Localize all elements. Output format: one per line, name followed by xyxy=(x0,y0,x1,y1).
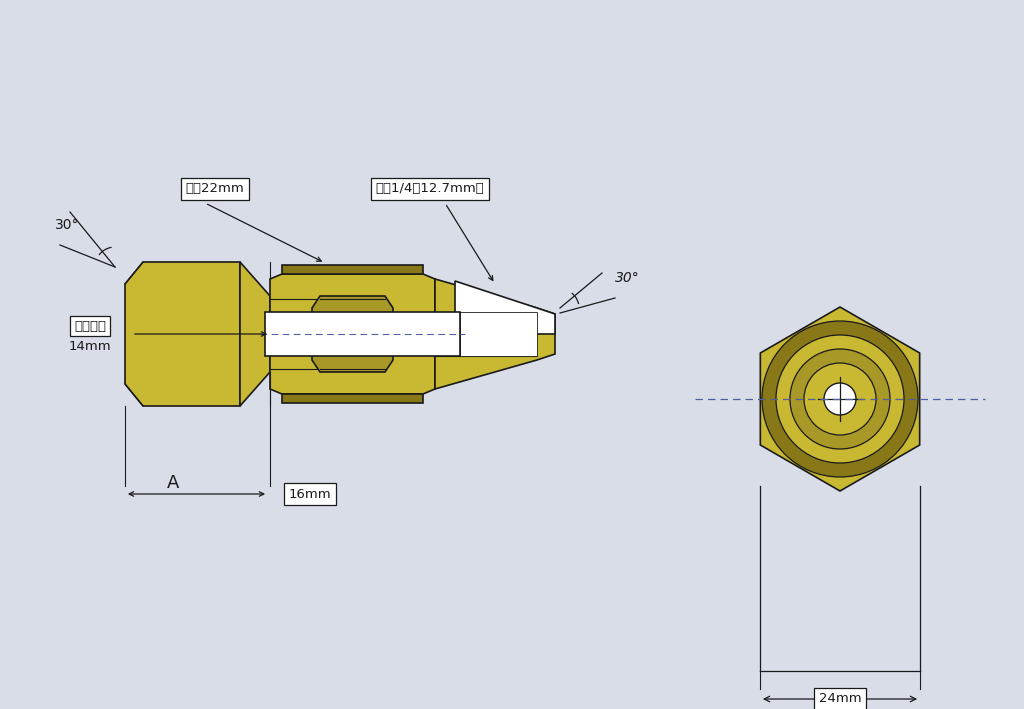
Text: 外径1/4（12.7mm）: 外径1/4（12.7mm） xyxy=(376,182,484,196)
Polygon shape xyxy=(265,312,460,356)
Circle shape xyxy=(776,335,904,463)
Polygon shape xyxy=(282,265,423,274)
Circle shape xyxy=(790,349,890,449)
Polygon shape xyxy=(240,262,270,406)
Text: 30°: 30° xyxy=(615,271,640,285)
Polygon shape xyxy=(435,279,555,389)
Text: 外径22mm: 外径22mm xyxy=(185,182,245,196)
Polygon shape xyxy=(761,307,920,491)
Polygon shape xyxy=(312,296,393,372)
Text: A: A xyxy=(167,474,179,492)
Circle shape xyxy=(804,363,876,435)
Polygon shape xyxy=(125,262,240,406)
Polygon shape xyxy=(282,394,423,403)
Polygon shape xyxy=(455,281,555,334)
Text: 30°: 30° xyxy=(54,218,79,232)
Polygon shape xyxy=(460,312,537,356)
Text: 24mm: 24mm xyxy=(818,693,861,705)
Text: 軸受内径: 軸受内径 xyxy=(74,320,106,333)
Circle shape xyxy=(762,321,918,477)
Circle shape xyxy=(824,383,856,415)
Text: 16mm: 16mm xyxy=(289,488,332,501)
Text: 14mm: 14mm xyxy=(69,340,112,352)
Polygon shape xyxy=(270,274,435,394)
